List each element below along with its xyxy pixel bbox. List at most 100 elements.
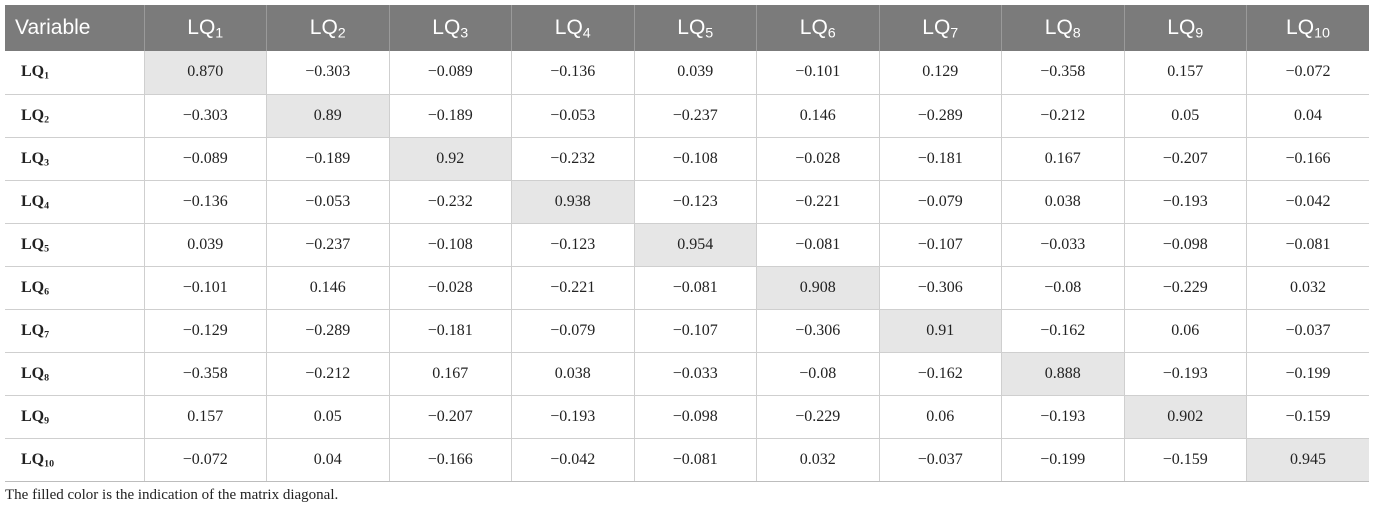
header-col-subscript: 8 <box>1072 25 1081 42</box>
table-cell: −0.221 <box>511 266 635 310</box>
table-body: LQ1 0.870 −0.303 −0.089 −0.136 0.039 −0.101 0.1… <box>5 51 1369 482</box>
table-cell: −0.193 <box>511 395 635 439</box>
table-cell: −0.162 <box>1001 309 1125 353</box>
row-label-subscript: 6 <box>44 285 50 297</box>
row-label-base: LQ <box>21 192 45 210</box>
table-cell: −0.199 <box>1246 352 1369 396</box>
table-cell: −0.079 <box>879 180 1002 224</box>
table-cell: −0.159 <box>1124 438 1247 482</box>
table-cell: 0.05 <box>1124 94 1247 138</box>
table-row: LQ4 −0.136 −0.053 −0.232 0.938 −0.123 −0.221 −0… <box>5 180 1369 224</box>
row-label: LQ5 <box>5 223 145 267</box>
diagonal-cell: 0.92 <box>389 137 512 181</box>
table-footnote: The filled color is the indication of th… <box>5 487 339 503</box>
row-label-base: LQ <box>21 106 45 124</box>
table-cell: −0.098 <box>634 395 757 439</box>
table-cell: −0.072 <box>1246 51 1369 95</box>
table-cell: −0.306 <box>879 266 1002 310</box>
table-cell: −0.289 <box>879 94 1002 138</box>
header-col-lq9: LQ9 <box>1124 5 1247 51</box>
diagonal-cell: 0.945 <box>1246 438 1369 482</box>
table-cell: −0.207 <box>389 395 512 439</box>
header-col-base: LQ <box>309 16 338 39</box>
row-label: LQ9 <box>5 395 145 439</box>
row-label-base: LQ <box>21 63 45 81</box>
table-cell: −0.101 <box>144 266 267 310</box>
header-col-lq1: LQ1 <box>144 5 267 51</box>
header-col-lq6: LQ6 <box>756 5 880 51</box>
header-col-lq10: LQ10 <box>1246 5 1369 51</box>
table-cell: −0.358 <box>144 352 267 396</box>
table-row: LQ6 −0.101 0.146 −0.028 −0.221 −0.081 0.908 −0.… <box>5 266 1369 310</box>
table-cell: 0.039 <box>144 223 267 267</box>
row-label: LQ3 <box>5 137 145 181</box>
table-cell: −0.193 <box>1001 395 1125 439</box>
table-cell: −0.123 <box>511 223 635 267</box>
table-cell: −0.232 <box>389 180 512 224</box>
table-cell: −0.166 <box>1246 137 1369 181</box>
table-cell: −0.193 <box>1124 180 1247 224</box>
header-col-lq5: LQ5 <box>634 5 757 51</box>
table-cell: −0.081 <box>1246 223 1369 267</box>
header-col-subscript: 10 <box>1314 25 1330 42</box>
row-label-base: LQ <box>21 321 45 339</box>
header-col-subscript: 2 <box>337 25 346 42</box>
table-cell: 0.157 <box>144 395 267 439</box>
row-label-base: LQ <box>21 278 45 296</box>
table-cell: 0.032 <box>756 438 880 482</box>
row-label: LQ2 <box>5 94 145 138</box>
table-row: LQ10 −0.072 0.04 −0.166 −0.042 −0.081 0.032 −0.… <box>5 438 1369 482</box>
table-cell: −0.033 <box>634 352 757 396</box>
header-col-subscript: 1 <box>215 25 224 42</box>
row-label-subscript: 10 <box>44 457 55 469</box>
row-label-subscript: 8 <box>44 371 50 383</box>
header-col-lq4: LQ4 <box>511 5 635 51</box>
table-cell: 0.146 <box>756 94 880 138</box>
table-cell: −0.181 <box>389 309 512 353</box>
header-variable: Variable <box>5 5 145 51</box>
table-cell: −0.159 <box>1246 395 1369 439</box>
table-cell: 0.157 <box>1124 51 1247 95</box>
table-cell: 0.129 <box>879 51 1002 95</box>
header-col-lq7: LQ7 <box>879 5 1002 51</box>
table-cell: −0.289 <box>266 309 390 353</box>
header-col-subscript: 7 <box>950 25 959 42</box>
diagonal-cell: 0.89 <box>266 94 390 138</box>
table-cell: −0.042 <box>1246 180 1369 224</box>
table-cell: −0.237 <box>634 94 757 138</box>
header-col-lq3: LQ3 <box>389 5 512 51</box>
header-col-subscript: 4 <box>582 25 591 42</box>
table-header-row: Variable LQ1 LQ2 LQ3 LQ4 LQ5 LQ6 LQ7 LQ8 LQ9 LQ10 <box>5 5 1369 51</box>
header-col-base: LQ <box>1167 16 1196 39</box>
row-label-base: LQ <box>21 364 45 382</box>
table-cell: −0.207 <box>1124 137 1247 181</box>
table-cell: −0.123 <box>634 180 757 224</box>
row-label-subscript: 7 <box>44 328 50 340</box>
table-cell: −0.033 <box>1001 223 1125 267</box>
table-cell: 0.05 <box>266 395 390 439</box>
table-cell: 0.167 <box>1001 137 1125 181</box>
row-label: LQ4 <box>5 180 145 224</box>
table-cell: −0.053 <box>266 180 390 224</box>
table-cell: −0.189 <box>389 94 512 138</box>
header-col-base: LQ <box>1044 16 1073 39</box>
diagonal-cell: 0.938 <box>511 180 635 224</box>
row-label: LQ1 <box>5 51 145 95</box>
table-cell: −0.098 <box>1124 223 1247 267</box>
table-cell: 0.167 <box>389 352 512 396</box>
header-col-subscript: 6 <box>827 25 836 42</box>
header-col-subscript: 5 <box>705 25 714 42</box>
header-col-base: LQ <box>677 16 706 39</box>
diagonal-cell: 0.908 <box>756 266 880 310</box>
table-cell: −0.081 <box>634 266 757 310</box>
row-label: LQ8 <box>5 352 145 396</box>
table-cell: 0.04 <box>1246 94 1369 138</box>
table-cell: −0.089 <box>389 51 512 95</box>
diagonal-cell: 0.870 <box>144 51 267 95</box>
table-cell: −0.079 <box>511 309 635 353</box>
diagonal-cell: 0.902 <box>1124 395 1247 439</box>
table-cell: −0.081 <box>634 438 757 482</box>
table-cell: −0.081 <box>756 223 880 267</box>
table-row: LQ7 −0.129 −0.289 −0.181 −0.079 −0.107 −0.306 0… <box>5 309 1369 353</box>
table-cell: −0.199 <box>1001 438 1125 482</box>
